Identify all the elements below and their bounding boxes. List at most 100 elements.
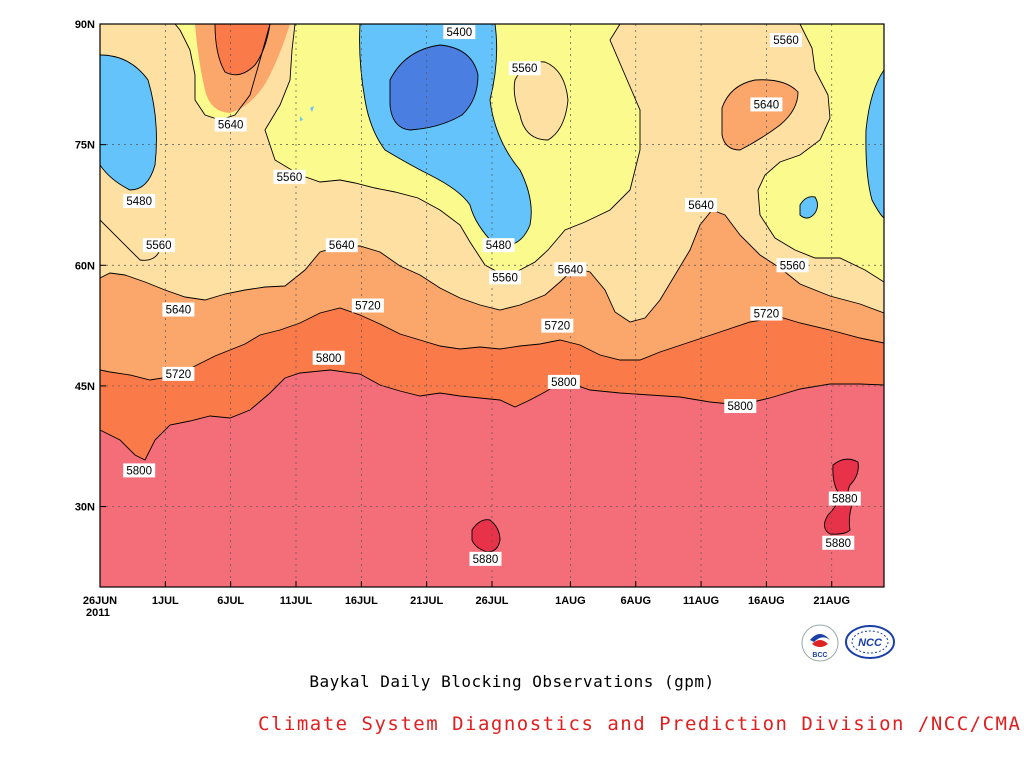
contour-label: 5480 [482,238,515,253]
contour-label-bg [443,25,476,40]
contour-label-bg [750,306,783,321]
contour-label: 5640 [325,238,358,253]
contour-label-bg [541,318,574,333]
y-axis: 30N 45N 60N 75N 90N [75,19,106,514]
contour-label-text: 5560 [277,172,303,184]
contour-label-text: 5720 [166,369,192,381]
contour-label-bg [312,350,345,365]
contour-label: 5560 [142,238,175,253]
contour-label-text: 5480 [486,240,512,252]
contour-label-text: 5720 [754,309,780,321]
contour-label-text: 5640 [329,240,355,252]
contour-label-bg [547,374,580,389]
contour-label-bg [489,270,522,285]
ncc-logo: NCC [845,625,895,659]
contour-label: 5880 [469,551,502,566]
contour-label-bg [351,298,384,313]
contour-label-text: 5880 [825,538,851,550]
x-tick-label: 26JUL [475,595,508,607]
contour-label: 5560 [508,61,541,76]
y-tick-label: 30N [75,502,95,514]
contour-label: 5800 [724,399,757,414]
contour-label-bg [822,535,855,550]
ncc-logo-text: NCC [858,637,883,649]
bcc-logo: BCC [801,624,839,662]
contour-label-text: 5560 [492,272,518,284]
contour-label-text: 5640 [218,120,244,132]
contour-label-text: 5800 [551,377,577,389]
contour-label: 5800 [312,350,345,365]
band-5400-5480-small [800,196,818,219]
y-tick-label: 75N [75,140,95,152]
contour-label-bg [162,302,195,317]
contour-label: 5800 [123,463,156,478]
contour-label-bg [214,117,247,132]
contour-label-bg [685,197,718,212]
contour-label: 5560 [776,258,809,273]
contour-label-bg [469,551,502,566]
contour-label-bg [776,258,809,273]
x-tick-label: 16JUL [345,595,378,607]
contour-label-text: 5640 [754,99,780,111]
contour-label-bg [508,61,541,76]
contour-label-bg [482,238,515,253]
contour-label-text: 5800 [727,401,753,413]
contour-label-text: 5640 [558,264,584,276]
band-5400-5480-right [865,70,884,218]
contour-labels: 5400 5560 5560 5640 5640 5560 5480 5640 5480 5560… [123,25,861,566]
contour-label-bg [273,169,306,184]
contour-label-bg [770,33,802,48]
contour-label: 5480 [123,193,156,208]
contour-label: 5640 [750,97,783,112]
contour-label: 5640 [162,302,195,317]
contour-label-bg [162,366,195,381]
contour-label-text: 5880 [473,554,499,566]
x-tick-label: 11AUG [683,595,719,607]
contour-label-bg [123,463,156,478]
contour-lines [100,24,884,553]
contour-label: 5560 [273,169,306,184]
contour-label-text: 5560 [773,35,799,47]
contour-label: 5720 [351,298,384,313]
band-5400-5480-dot [300,106,314,121]
contour-label-text: 5640 [166,305,192,317]
x-tick-label: 21AUG [813,595,850,607]
contour-label-text: 5480 [126,196,152,208]
contour-label: 5560 [770,33,802,48]
island-5640-a [722,79,798,150]
contour-label-bg [123,193,156,208]
bcc-logo-text: BCC [812,652,827,659]
contour-label: 5880 [828,491,861,506]
contour-chart: 5400 5560 5560 5640 5640 5560 5480 5640 5480 5560… [75,19,885,619]
x-tick-label: 6AUG [620,595,651,607]
contour-label-bg [554,262,587,277]
contour-label-text: 5560 [512,63,538,75]
contour-label-bg [724,399,757,414]
x-tick-label: 6JUL [217,595,244,607]
x-tick-label: 16AUG [748,595,785,607]
contour-label: 5800 [547,374,580,389]
contour-label: 5640 [685,197,718,212]
chart-title: Baykal Daily Blocking Observations (gpm) [309,672,715,691]
contour-label-text: 5880 [832,494,858,506]
y-tick-label: 45N [75,381,95,393]
source-credit: Climate System Diagnostics and Predictio… [258,713,1022,735]
contour-label-text: 5560 [146,240,172,252]
contour-label: 5720 [541,318,574,333]
contour-label: 5880 [822,535,855,550]
contour-label-text: 5800 [316,353,342,365]
contour-label: 5720 [750,306,783,321]
contour-label-bg [142,238,175,253]
logos: BCC NCC [800,622,900,668]
x-tick-label: 2011 [86,607,110,619]
contour-label-bg [750,97,783,112]
band-above-5880-a [472,519,500,552]
contour-label: 5720 [162,366,195,381]
contour-label-text: 5560 [780,260,806,272]
contour-label-text: 5800 [126,465,152,477]
y-tick-label: 60N [75,260,95,272]
contour-label-text: 5720 [355,301,381,313]
band-below-5400 [390,45,478,130]
island-5720-a [215,24,270,75]
